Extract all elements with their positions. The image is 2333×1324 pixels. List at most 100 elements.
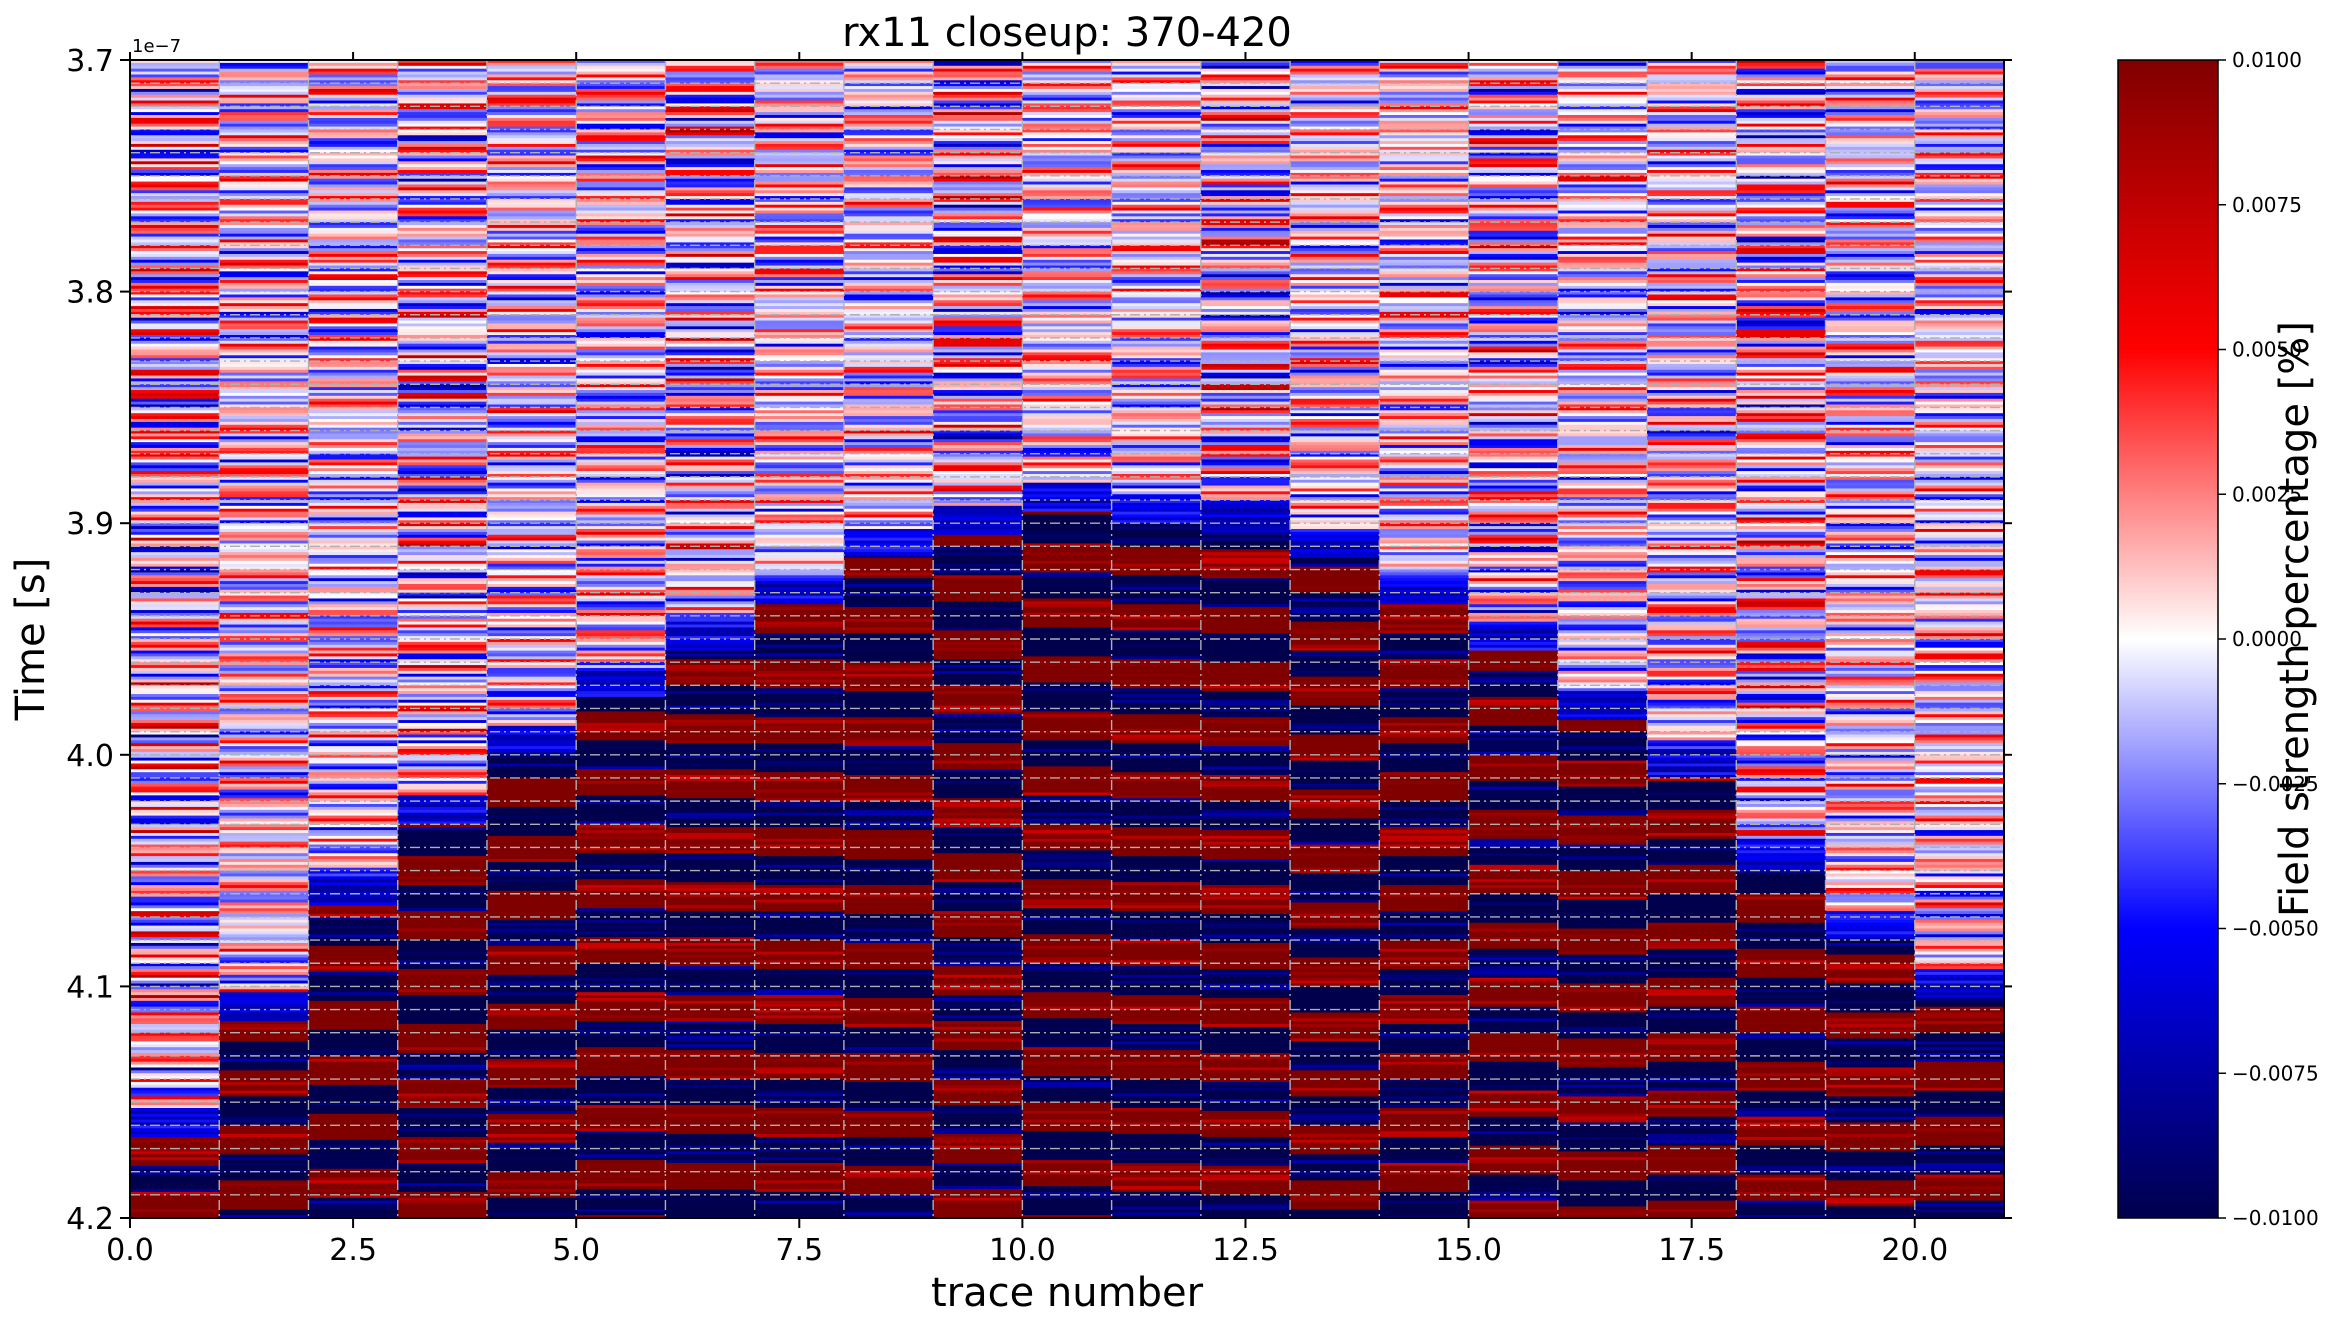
heatmap-cell [397, 528, 488, 533]
heatmap-cell [486, 1032, 577, 1037]
heatmap-cell [1111, 285, 1202, 290]
heatmap-cell [130, 297, 220, 301]
heatmap-cell [843, 222, 934, 226]
heatmap-cell [486, 155, 577, 160]
heatmap-cell [130, 511, 220, 516]
heatmap-cell [219, 468, 310, 472]
heatmap-cell [397, 966, 488, 970]
heatmap-cell [843, 172, 934, 177]
heatmap-cell [754, 986, 845, 990]
heatmap-cell [130, 355, 220, 359]
heatmap-cell [1200, 384, 1291, 388]
heatmap-cell [1022, 806, 1113, 811]
heatmap-cell [576, 346, 667, 351]
heatmap-cell [1200, 285, 1291, 290]
heatmap-cell [1022, 473, 1113, 478]
heatmap-cell [486, 792, 577, 796]
heatmap-cell [308, 106, 399, 110]
heatmap-cell [397, 352, 488, 356]
heatmap-cell [1111, 948, 1202, 953]
heatmap-cell [1022, 184, 1113, 188]
heatmap-cell [219, 100, 310, 105]
heatmap-cell [219, 1006, 310, 1011]
heatmap-cell [843, 966, 934, 970]
heatmap-cell [665, 804, 756, 808]
heatmap-cell [576, 86, 667, 90]
heatmap-cell [576, 630, 667, 634]
heatmap-cell [576, 268, 667, 272]
heatmap-cell [1022, 115, 1113, 119]
heatmap-cell [219, 1021, 310, 1025]
heatmap-cell [1022, 1032, 1113, 1037]
heatmap-cell [130, 120, 220, 125]
heatmap-cell [665, 1044, 756, 1048]
heatmap-cell [308, 725, 399, 730]
heatmap-cell [754, 100, 845, 105]
heatmap-cell [397, 980, 488, 985]
heatmap-cell [576, 722, 667, 727]
heatmap-cell [219, 280, 310, 284]
heatmap-cell [130, 804, 220, 808]
heatmap-cell [1022, 621, 1113, 626]
heatmap-cell [1022, 896, 1113, 901]
heatmap-cell [843, 1194, 934, 1199]
heatmap-cell [397, 763, 488, 767]
heatmap-cell [843, 100, 934, 105]
heatmap-cell [665, 314, 756, 319]
heatmap-cell [754, 1154, 845, 1158]
heatmap-cell [576, 158, 667, 162]
heatmap-cell [933, 1180, 1023, 1184]
heatmap-cell [843, 326, 934, 330]
heatmap-cell [843, 838, 934, 843]
heatmap-cell [1111, 132, 1202, 136]
heatmap-cell [130, 1154, 220, 1158]
heatmap-cell [1111, 806, 1202, 811]
heatmap-cell [843, 856, 934, 860]
heatmap-cell [397, 201, 488, 206]
heatmap-cell [1200, 146, 1291, 151]
heatmap-cell [933, 534, 1023, 539]
heatmap-cell [576, 291, 667, 296]
heatmap-cell [130, 1160, 220, 1164]
heatmap-cell [308, 216, 399, 220]
heatmap-cell [397, 540, 488, 545]
heatmap-cell [665, 259, 756, 264]
heatmap-cell [1022, 1160, 1113, 1164]
heatmap-cell [843, 294, 934, 298]
heatmap-cell [665, 488, 756, 492]
heatmap-cell [308, 618, 399, 623]
heatmap-cell [665, 253, 756, 258]
heatmap-cell [308, 378, 399, 382]
heatmap-cell [397, 581, 488, 585]
heatmap-cell [130, 743, 220, 747]
heatmap-cell [1200, 343, 1291, 348]
heatmap-cell [576, 555, 667, 559]
heatmap-cell [219, 520, 310, 524]
heatmap-cell [1111, 1009, 1202, 1014]
heatmap-cell [1111, 853, 1202, 857]
heatmap-cell [1022, 824, 1113, 828]
heatmap-cell [486, 879, 577, 883]
heatmap-cell [843, 502, 934, 507]
heatmap-cell [1022, 1041, 1113, 1045]
heatmap-cell [219, 303, 310, 307]
heatmap-cell [308, 219, 399, 223]
heatmap-cell [665, 352, 756, 356]
heatmap-cell [397, 908, 488, 912]
heatmap-cell [1022, 751, 1113, 756]
heatmap-cell [1022, 1139, 1113, 1144]
heatmap-cell [843, 911, 934, 915]
heatmap-cell [576, 120, 667, 125]
heatmap-cell [308, 584, 399, 588]
heatmap-cell [576, 363, 667, 368]
heatmap-cell [843, 995, 934, 999]
heatmap-cell [1111, 757, 1202, 762]
heatmap-cell [665, 384, 756, 388]
heatmap-cell [933, 526, 1023, 530]
heatmap-cell [219, 508, 310, 513]
heatmap-cell [1022, 971, 1113, 976]
heatmap-cell [1022, 937, 1113, 941]
heatmap-cell [397, 584, 488, 588]
heatmap-cell [933, 1021, 1023, 1025]
heatmap-cell [1022, 514, 1113, 519]
